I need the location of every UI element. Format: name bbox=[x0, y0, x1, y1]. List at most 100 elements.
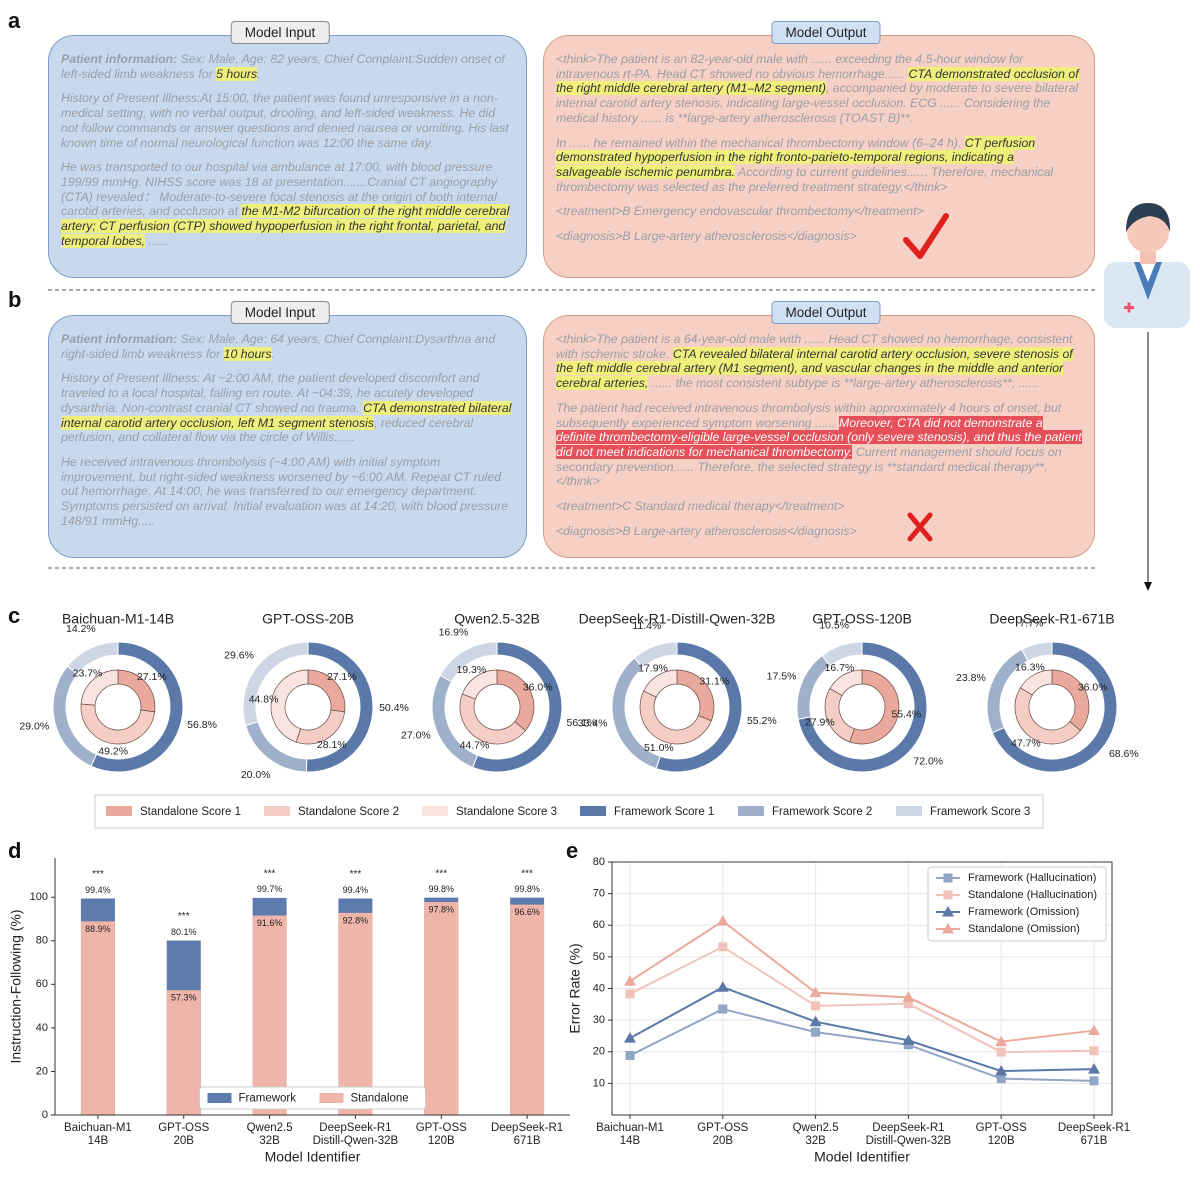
x-tick-label: GPT-OSS 120B bbox=[976, 1122, 1027, 1147]
y-tick-label: 60 bbox=[36, 978, 48, 990]
donut-segment bbox=[66, 641, 119, 676]
output-tag: Model Output bbox=[771, 301, 881, 324]
text-segment: ...... the most consistent subtype is **… bbox=[648, 376, 1040, 391]
legend-swatch bbox=[422, 806, 448, 816]
text-segment: <think>The patient is an 82-year-old mal… bbox=[556, 52, 1024, 81]
legend-label: Framework (Hallucination) bbox=[968, 872, 1096, 884]
donut-segment bbox=[1019, 669, 1053, 696]
x-tick-label-line: Baichuan-M1 bbox=[64, 1122, 132, 1134]
legend-label: Framework Score 2 bbox=[772, 806, 872, 818]
marker bbox=[1089, 1046, 1099, 1056]
donut-segment bbox=[633, 641, 678, 669]
donut-label: 10.5% bbox=[819, 619, 849, 631]
donut-segment bbox=[643, 669, 678, 698]
x-tick-label-line: 671B bbox=[514, 1135, 541, 1147]
donut-label: 44.8% bbox=[249, 693, 279, 705]
x-tick-label-line: 32B bbox=[805, 1135, 826, 1147]
output-box: <think>The patient is a 64-year-old male… bbox=[543, 315, 1095, 558]
bar bbox=[510, 904, 545, 1115]
donut-label: 27.1% bbox=[137, 671, 167, 683]
x-tick-label: DeepSeek-R1 Distill-Qwen-32B bbox=[866, 1122, 952, 1147]
text-segment: . bbox=[271, 346, 275, 361]
paragraph: The patient had received intravenous thr… bbox=[556, 401, 1082, 489]
legend-label: Standalone Score 2 bbox=[298, 806, 399, 818]
x-tick-label: Baichuan-M1 14B bbox=[596, 1122, 664, 1147]
legend-swatch bbox=[738, 806, 764, 816]
x-tick-label-line: Qwen2.5 bbox=[793, 1122, 839, 1134]
text-segment: , accompanied by moderate to severe bila… bbox=[556, 81, 1079, 125]
donut-label: 27.9% bbox=[805, 716, 835, 728]
text-segment: History of Present Illness:At 15:00, the… bbox=[61, 91, 509, 150]
marker bbox=[718, 942, 728, 952]
series-line bbox=[629, 986, 1095, 1073]
marker bbox=[625, 1051, 635, 1061]
donut-segment bbox=[439, 641, 498, 683]
donut-segment bbox=[611, 657, 661, 770]
bar-value-label: 91.6% bbox=[257, 918, 283, 928]
text-segment: <treatment>C Standard medical therapy</t… bbox=[556, 499, 845, 514]
text-segment: He received intravenous thrombolysis (~4… bbox=[61, 454, 509, 528]
paragraph: He received intravenous thrombolysis (~4… bbox=[61, 455, 514, 529]
text-segment: , reduced cerebral perfusion, and collat… bbox=[61, 415, 474, 445]
donut-label: 47.7% bbox=[1011, 737, 1041, 749]
donut-segment bbox=[242, 641, 309, 727]
marker bbox=[902, 991, 915, 1002]
marker bbox=[1088, 1024, 1100, 1036]
donut-label: 20.0% bbox=[241, 769, 271, 781]
text-segment: ...... bbox=[145, 233, 169, 248]
marker bbox=[903, 1040, 913, 1050]
x-tick-label-line: DeepSeek-R1 bbox=[319, 1122, 391, 1134]
donut-segment bbox=[655, 641, 743, 773]
donut-label: 51.0% bbox=[644, 742, 674, 754]
output-tag: Model Output bbox=[771, 21, 881, 44]
legend-label: Framework (Omission) bbox=[968, 906, 1079, 918]
y-tick-label: 80 bbox=[593, 856, 605, 868]
y-tick-label: 40 bbox=[593, 982, 605, 994]
marker bbox=[811, 1027, 821, 1037]
y-tick-label: 20 bbox=[593, 1046, 605, 1058]
donut-title: DeepSeek-R1-Distill-Qwen-32B bbox=[579, 611, 776, 627]
paragraph: History of Present Illness: At ~2:00 AM,… bbox=[61, 371, 514, 445]
bar-value-label: 99.8% bbox=[514, 884, 540, 894]
marker bbox=[903, 999, 913, 1009]
doctor-icon bbox=[1104, 203, 1190, 328]
legend-swatch bbox=[207, 1093, 232, 1103]
panel-label: b bbox=[8, 287, 22, 312]
legend-label: Standalone (Omission) bbox=[968, 923, 1080, 935]
text-segment: Current management should focus on secon… bbox=[556, 444, 1062, 489]
series-line bbox=[629, 1008, 1095, 1082]
donut-label: 23.7% bbox=[73, 668, 103, 680]
marker bbox=[809, 1015, 822, 1027]
donut-label: 17.9% bbox=[638, 663, 668, 675]
bar-value-label: 99.7% bbox=[257, 884, 283, 894]
input-tag: Model Input bbox=[230, 21, 330, 44]
x-tick-label-line: DeepSeek-R1 bbox=[872, 1122, 944, 1134]
bar-value-label: 99.4% bbox=[343, 885, 369, 895]
marker bbox=[902, 1034, 915, 1045]
x-tick-label: Qwen2.5 32B bbox=[793, 1122, 839, 1147]
x-tick-label: DeepSeek-R1 671B bbox=[491, 1122, 563, 1147]
donut-segment bbox=[90, 641, 184, 773]
donut-segment bbox=[1051, 669, 1090, 732]
x-tick-label: GPT-OSS 20B bbox=[697, 1122, 748, 1147]
legend-box bbox=[94, 794, 1044, 829]
donut-label: 31.1% bbox=[699, 676, 729, 688]
donut-title: Baichuan-M1-14B bbox=[62, 611, 174, 627]
paragraph: <diagnosis>B Large-artery atherosclerosi… bbox=[556, 524, 1082, 539]
donut-label: 27.0% bbox=[401, 729, 431, 741]
legend-box bbox=[927, 866, 1107, 942]
x-tick-label-line: DeepSeek-R1 bbox=[1058, 1122, 1130, 1134]
legend-swatch bbox=[106, 806, 132, 816]
legend-label: Standalone Score 3 bbox=[456, 806, 557, 818]
donut-label: 16.7% bbox=[825, 662, 855, 674]
text-segment: History of Present Illness: At ~2:00 AM,… bbox=[61, 371, 480, 415]
y-tick-label: 0 bbox=[42, 1109, 48, 1121]
donut-label: 29.0% bbox=[19, 721, 49, 733]
text-segment: The patient had received intravenous thr… bbox=[556, 400, 1062, 430]
x-tick-label-line: 20B bbox=[713, 1135, 734, 1147]
legend-swatch bbox=[319, 1093, 344, 1103]
donut-title: Qwen2.5-32B bbox=[454, 611, 540, 627]
panel-label: a bbox=[8, 8, 21, 33]
legend-label: Framework Score 1 bbox=[614, 806, 714, 818]
